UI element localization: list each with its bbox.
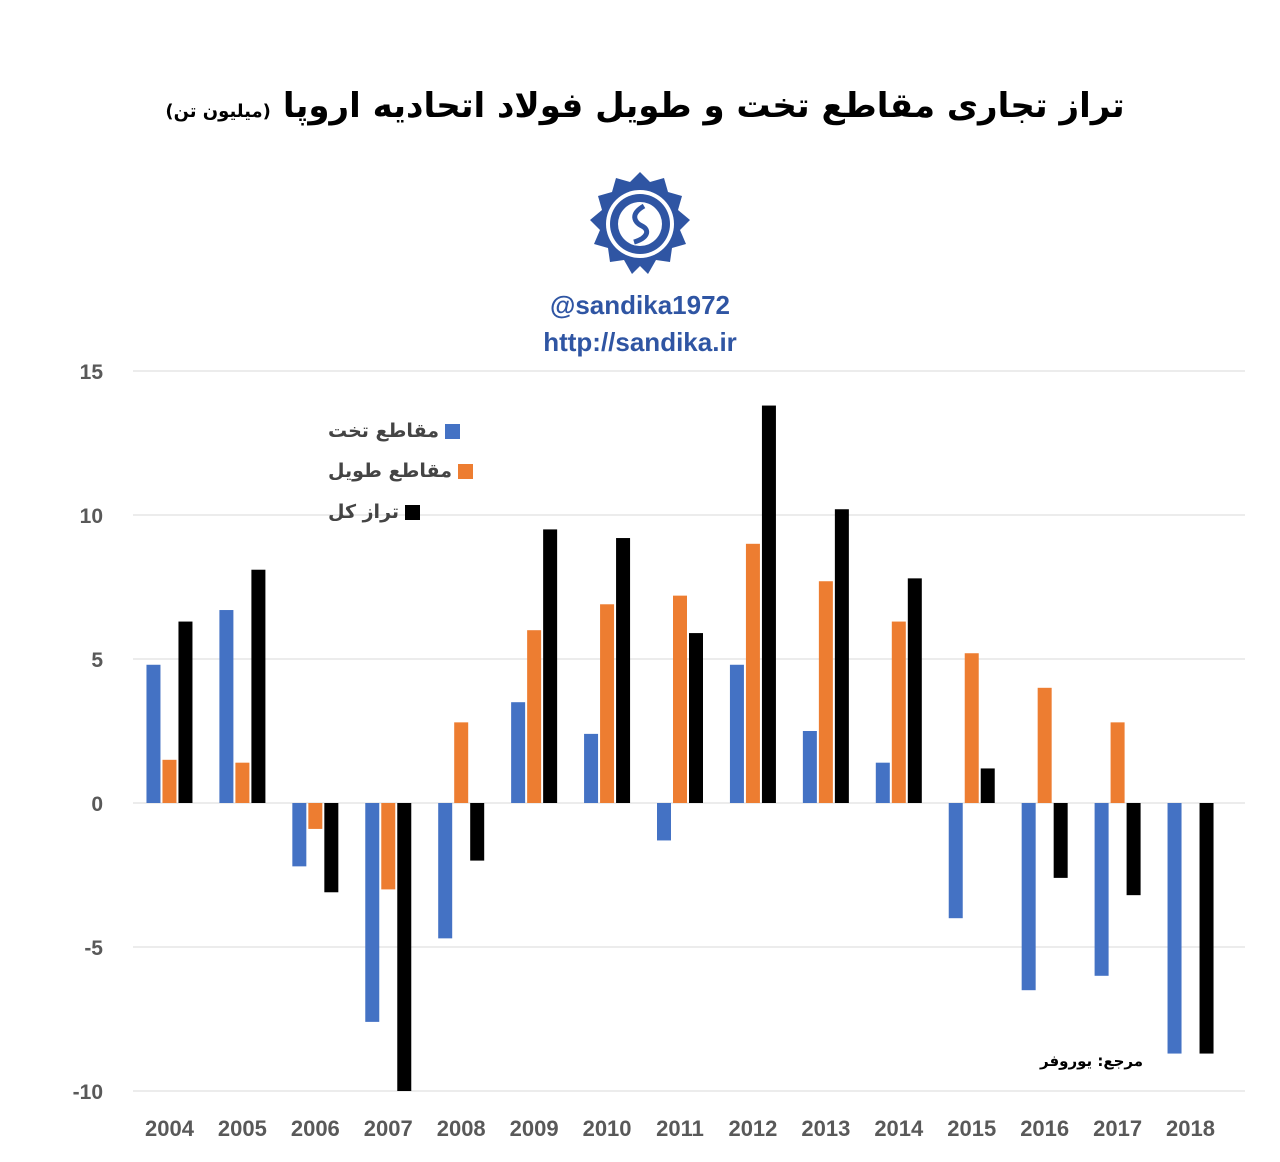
y-tick-label: 0	[91, 793, 103, 816]
y-tick-label: -5	[84, 937, 103, 960]
bar-2004-0	[146, 664, 161, 803]
bar-2012-1	[745, 543, 760, 803]
bar-2014-0	[875, 762, 890, 803]
bar-2007-0	[365, 803, 380, 1022]
bar-2008-0	[438, 803, 453, 939]
bar-2018-0	[1167, 803, 1182, 1054]
source-note: مرجع: یوروفر	[1040, 1052, 1144, 1070]
bar-2005-2	[251, 569, 266, 803]
bar-2011-1	[673, 595, 687, 803]
x-tick-label: 2017	[1093, 1116, 1142, 1141]
bar-2013-1	[818, 581, 833, 803]
bar-2010-1	[600, 604, 615, 803]
bar-2018-2	[1199, 803, 1214, 1054]
x-tick-label: 2012	[728, 1116, 777, 1141]
x-tick-label: 2013	[801, 1116, 850, 1141]
x-tick-label: 2005	[218, 1116, 267, 1141]
x-tick-label: 2004	[145, 1116, 195, 1141]
y-tick-label: -10	[73, 1081, 103, 1104]
bar-2017-2	[1126, 803, 1141, 896]
bar-2007-2	[397, 803, 412, 1091]
bar-2009-2	[543, 529, 558, 803]
bar-2004-1	[162, 759, 177, 803]
bar-2016-2	[1053, 803, 1068, 878]
bar-2016-0	[1021, 803, 1036, 991]
x-tick-label: 2016	[1020, 1116, 1069, 1141]
bar-2015-2	[980, 768, 995, 803]
bar-2010-2	[616, 538, 631, 803]
bar-2016-1	[1037, 687, 1052, 803]
bar-2005-1	[235, 762, 250, 803]
bar-2009-0	[511, 702, 526, 803]
telegram-handle: @sandika1972	[549, 290, 731, 320]
bar-2017-1	[1110, 722, 1125, 803]
bar-2011-2	[689, 633, 703, 803]
bar-2008-1	[454, 722, 469, 803]
bar-2015-0	[948, 803, 963, 919]
chart-title: تراز تجاری مقاطع تخت و طویل فولاد اتحادی…	[120, 84, 1170, 128]
bar-2006-1	[308, 803, 323, 829]
legend-swatch-total	[405, 504, 421, 520]
legend-label-total: تراز کل	[328, 501, 400, 523]
bar-2013-2	[834, 509, 849, 803]
x-tick-label: 2007	[364, 1116, 413, 1141]
y-tick-label: 5	[91, 649, 103, 672]
bar-2010-0	[584, 733, 599, 803]
unit-label: (میلیون تن)	[165, 101, 271, 122]
legend-item-flat: مقاطع تخت	[328, 420, 461, 442]
website-url[interactable]: http://sandika.ir	[543, 327, 737, 357]
bar-2008-2	[470, 803, 485, 861]
bar-2014-2	[907, 578, 922, 803]
x-tick-label: 2010	[583, 1116, 632, 1141]
bar-2005-0	[219, 610, 234, 803]
x-tick-label: 2018	[1166, 1116, 1215, 1141]
bar-2012-0	[729, 664, 744, 803]
legend-item-long: مقاطع طویل	[328, 460, 473, 482]
title-text: تراز تجاری مقاطع تخت و طویل فولاد اتحادی…	[282, 86, 1125, 126]
x-tick-label: 2009	[510, 1116, 559, 1141]
bar-2006-2	[324, 803, 339, 893]
bar-2014-1	[891, 621, 906, 803]
bar-2007-1	[381, 803, 396, 890]
bar-2006-0	[292, 803, 307, 867]
sandika-gear-logo-icon	[590, 172, 690, 274]
x-tick-label: 2015	[947, 1116, 996, 1141]
bar-2013-0	[802, 731, 817, 803]
legend-swatch-long	[457, 463, 473, 479]
x-tick-label: 2008	[437, 1116, 486, 1141]
bar-2004-2	[178, 621, 193, 803]
bar-2017-0	[1094, 803, 1109, 976]
legend-item-total: تراز کل	[328, 501, 421, 523]
x-tick-label: 2014	[874, 1116, 924, 1141]
x-tick-label: 2011	[656, 1116, 704, 1141]
y-tick-label: 15	[80, 361, 104, 384]
bar-2012-2	[761, 405, 776, 803]
legend-swatch-flat	[445, 423, 461, 439]
x-tick-label: 2006	[291, 1116, 340, 1141]
bar-2015-1	[964, 653, 979, 803]
legend-label-flat: مقاطع تخت	[328, 420, 440, 442]
bar-2011-0	[657, 803, 671, 841]
y-tick-label: 10	[80, 505, 103, 528]
legend-label-long: مقاطع طویل	[328, 460, 452, 482]
bar-2009-1	[527, 630, 542, 803]
